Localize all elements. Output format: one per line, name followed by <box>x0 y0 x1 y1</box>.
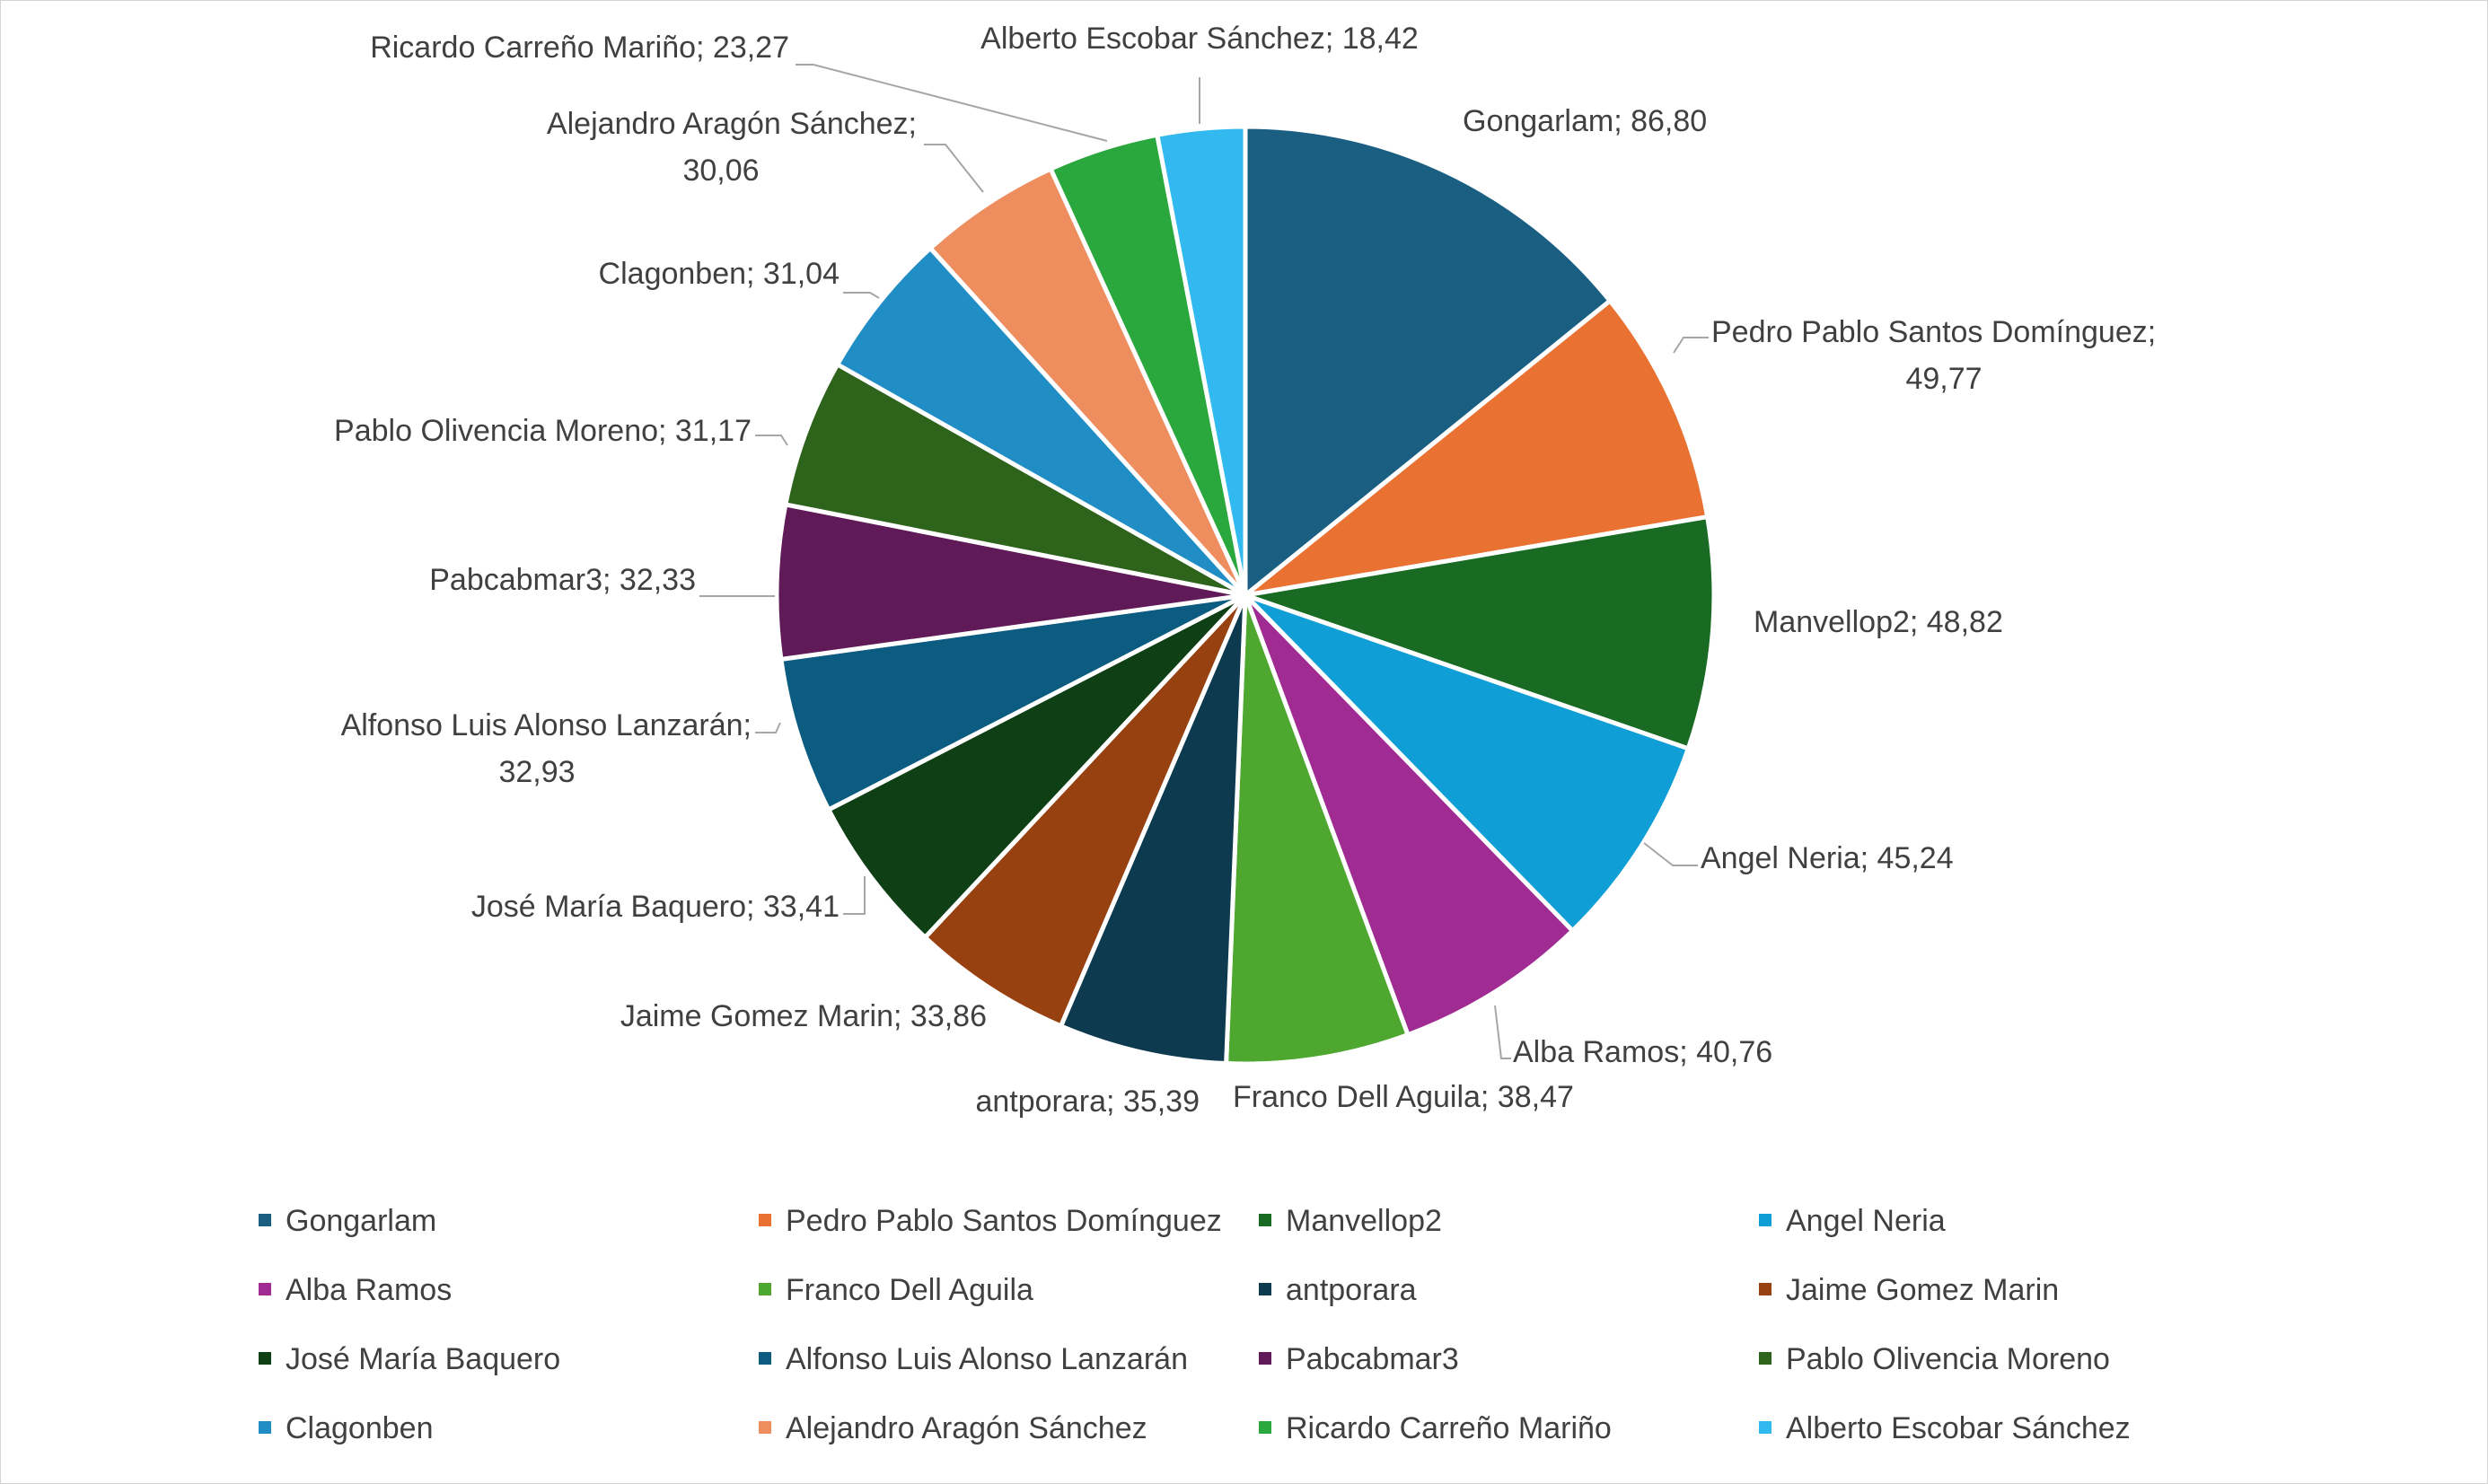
data-label-angel-neria: Angel Neria; 45,24 <box>1701 841 1954 875</box>
data-labels: Gongarlam; 86,80 Pedro Pablo Santos Domín… <box>334 22 2156 1119</box>
legend-label: Clagonben <box>286 1411 433 1445</box>
legend-swatch <box>759 1283 771 1295</box>
legend-swatch <box>259 1214 271 1226</box>
legend-label: Alba Ramos <box>286 1273 452 1307</box>
leader-line-pablo-olivencia-moreno <box>755 435 788 446</box>
legend-item-angel-neria: Angel Neria <box>1759 1204 1946 1238</box>
legend-label: Pedro Pablo Santos Domínguez <box>786 1204 1222 1238</box>
pie-slice-angel-neria <box>1243 593 1691 934</box>
data-label-franco-dell-aguila: Franco Dell Aguila; 38,47 <box>1233 1080 1574 1114</box>
legend-label: Ricardo Carreño Mariño <box>1286 1411 1612 1445</box>
legend-label: Pabcabmar3 <box>1286 1342 1459 1376</box>
leader-line-clagonben <box>843 292 880 299</box>
data-label-alejandro-aragon-sanchez: Alejandro Aragón Sánchez; 30,06 <box>547 107 917 188</box>
legend-item-jose-maria-baquero: José María Baquero <box>259 1342 560 1376</box>
data-label-clagonben: Clagonben; 31,04 <box>599 257 840 291</box>
data-label-jose-maria-baquero: José María Baquero; 33,41 <box>471 890 840 924</box>
data-label-alberto-escobar-sanchez: Alberto Escobar Sánchez; 18,42 <box>980 22 1419 56</box>
leader-line-ricardo-carreno-marino <box>796 64 1108 142</box>
legend-swatch <box>1259 1421 1271 1434</box>
pie-slice-pablo-olivencia-moreno <box>783 362 1248 598</box>
leader-line-alejandro-aragon-sanchez <box>924 144 984 193</box>
legend-item-clagonben: Clagonben <box>259 1411 433 1445</box>
legend: Gongarlam Pedro Pablo Santos Domínguez Man… <box>259 1204 2131 1445</box>
pie-slice-alejandro-aragon-sanchez <box>928 166 1248 598</box>
pie-slice-franco-dell-aguila <box>1224 593 1411 1067</box>
pie-slice-jaime-gomez-marin <box>922 593 1248 1029</box>
legend-swatch <box>1759 1283 1771 1295</box>
legend-swatch <box>759 1352 771 1365</box>
pie-slice-clagonben <box>835 245 1248 598</box>
legend-swatch <box>1259 1283 1271 1295</box>
pie-slice-gongarlam <box>1243 124 1613 598</box>
data-label-antporara: antporara; 35,39 <box>975 1084 1200 1119</box>
legend-item-alberto-escobar-sanchez: Alberto Escobar Sánchez <box>1759 1411 2131 1445</box>
pie-slice-pabcabmar3 <box>774 502 1248 662</box>
legend-item-pabcabmar3: Pabcabmar3 <box>1259 1342 1459 1376</box>
pie-slices <box>774 124 1717 1067</box>
legend-swatch <box>1759 1214 1771 1226</box>
legend-swatch <box>259 1352 271 1365</box>
legend-label: Jaime Gomez Marin <box>1786 1273 2059 1307</box>
leader-line-angel-neria <box>1643 842 1698 866</box>
legend-item-ricardo-carreno-marino: Ricardo Carreño Mariño <box>1259 1411 1612 1445</box>
data-label-manvellop2: Manvellop2; 48,82 <box>1754 605 2003 639</box>
data-label-gongarlam: Gongarlam; 86,80 <box>1463 104 1707 138</box>
legend-swatch <box>259 1421 271 1434</box>
legend-swatch <box>1759 1421 1771 1434</box>
legend-swatch <box>1259 1352 1271 1365</box>
pie-slice-antporara <box>1059 593 1248 1067</box>
leader-line-pedro-pablo-santos-dominguez <box>1673 337 1709 354</box>
data-label-alfonso-luis-alonso-lanzaran: Alfonso Luis Alonso Lanzarán; 32,93 <box>341 708 752 789</box>
legend-label: José María Baquero <box>286 1342 560 1376</box>
data-label-pablo-olivencia-moreno: Pablo Olivencia Moreno; 31,17 <box>334 414 752 448</box>
legend-item-alba-ramos: Alba Ramos <box>259 1273 452 1307</box>
data-label-alba-ramos: Alba Ramos; 40,76 <box>1513 1035 1772 1069</box>
leader-line-jose-maria-baquero <box>843 876 866 915</box>
legend-label: antporara <box>1286 1273 1417 1307</box>
pie-slice-jose-maria-baquero <box>826 593 1248 940</box>
legend-item-pablo-olivencia-moreno: Pablo Olivencia Moreno <box>1759 1342 2110 1376</box>
legend-label: Alberto Escobar Sánchez <box>1786 1411 2131 1445</box>
data-label-leader-lines <box>699 64 1709 1059</box>
pie-slice-alba-ramos <box>1243 593 1575 1038</box>
legend-label: Franco Dell Aguila <box>786 1273 1033 1307</box>
pie-slice-alfonso-luis-alonso-lanzaran <box>778 593 1248 812</box>
legend-swatch <box>1259 1214 1271 1226</box>
data-label-pabcabmar3: Pabcabmar3; 32,33 <box>429 563 696 597</box>
legend-item-antporara: antporara <box>1259 1273 1417 1307</box>
data-label-pedro-pablo-santos-dominguez: Pedro Pablo Santos Domínguez; 49,77 <box>1711 315 2156 396</box>
pie-slice-alberto-escobar-sanchez <box>1155 124 1248 598</box>
legend-item-gongarlam: Gongarlam <box>259 1204 436 1238</box>
data-label-ricardo-carreno-marino: Ricardo Carreño Mariño; 23,27 <box>370 31 789 65</box>
data-label-jaime-gomez-marin: Jaime Gomez Marin; 33,86 <box>620 999 987 1033</box>
legend-swatch <box>1759 1352 1771 1365</box>
legend-swatch <box>259 1283 271 1295</box>
legend-label: Angel Neria <box>1786 1204 1946 1238</box>
legend-label: Alejandro Aragón Sánchez <box>786 1411 1147 1445</box>
legend-label: Pablo Olivencia Moreno <box>1786 1342 2110 1376</box>
pie-slice-pedro-pablo-santos-dominguez <box>1243 298 1710 598</box>
legend-item-manvellop2: Manvellop2 <box>1259 1204 1442 1238</box>
leader-line-alfonso-luis-alonso-lanzaran <box>755 722 781 733</box>
legend-item-franco-dell-aguila: Franco Dell Aguila <box>759 1273 1033 1307</box>
legend-label: Manvellop2 <box>1286 1204 1442 1238</box>
legend-label: Alfonso Luis Alonso Lanzarán <box>786 1342 1188 1376</box>
legend-swatch <box>759 1421 771 1434</box>
legend-item-alfonso-luis-alonso-lanzaran: Alfonso Luis Alonso Lanzarán <box>759 1342 1188 1376</box>
legend-label: Gongarlam <box>286 1204 436 1238</box>
pie-slice-manvellop2 <box>1243 514 1717 751</box>
legend-item-jaime-gomez-marin: Jaime Gomez Marin <box>1759 1273 2059 1307</box>
legend-item-pedro-pablo-santos-dominguez: Pedro Pablo Santos Domínguez <box>759 1204 1222 1238</box>
legend-item-alejandro-aragon-sanchez: Alejandro Aragón Sánchez <box>759 1411 1147 1445</box>
leader-line-alba-ramos <box>1494 1005 1511 1059</box>
legend-swatch <box>759 1214 771 1226</box>
